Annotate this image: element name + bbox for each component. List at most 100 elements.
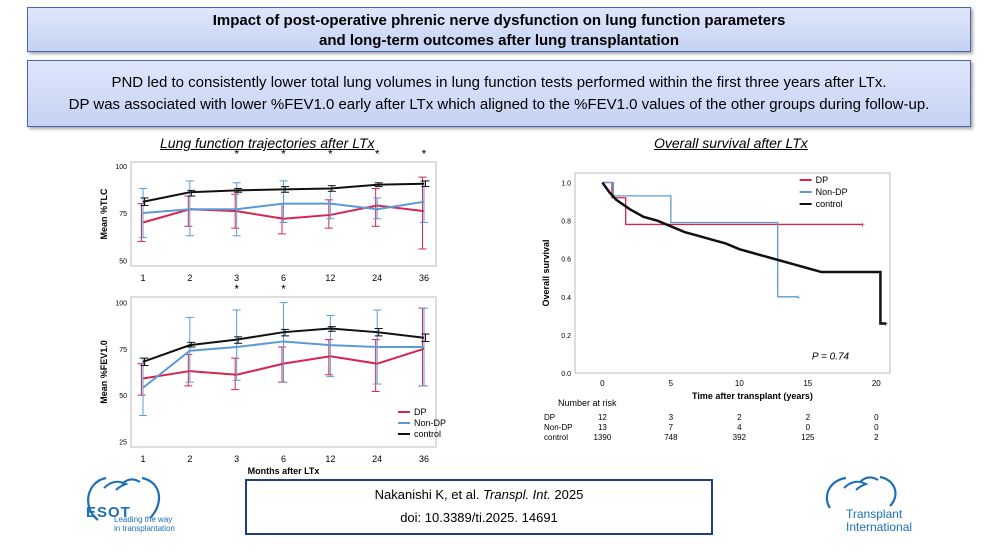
y-tick-label: 1.0 bbox=[561, 181, 571, 188]
citation-box: Nakanishi K, et al. Transpl. Int. 2025 d… bbox=[245, 479, 713, 535]
significance-marker: * bbox=[328, 147, 333, 161]
x-tick-label: 3 bbox=[234, 273, 239, 283]
y-axis-label: Mean %TLC bbox=[99, 188, 109, 240]
x-tick-label: 15 bbox=[803, 379, 812, 388]
significance-marker: * bbox=[375, 147, 380, 161]
y-axis-label: Overall survival bbox=[541, 239, 551, 306]
ti-name-line1: Transplant bbox=[846, 507, 903, 521]
x-tick-label: 20 bbox=[872, 379, 881, 388]
y-tick-label: 100 bbox=[115, 164, 127, 171]
summary-banner: PND led to consistently lower total lung… bbox=[27, 60, 971, 127]
y-tick-label: 0.4 bbox=[561, 295, 571, 302]
ti-logo-mark bbox=[825, 475, 897, 509]
plot-frame bbox=[130, 296, 437, 448]
risk-table-group: control bbox=[544, 433, 568, 442]
citation-text: Nakanishi K, et al. Transpl. Int. 2025 bbox=[247, 487, 711, 502]
survival-curve bbox=[602, 181, 799, 298]
x-tick-label: 6 bbox=[281, 273, 286, 283]
esot-tagline-line2: in transplantation bbox=[114, 524, 175, 533]
legend-label: Non-DP bbox=[816, 187, 848, 197]
risk-table-cell: 12 bbox=[598, 413, 607, 422]
y-tick-label: 50 bbox=[119, 258, 127, 265]
title-banner: Impact of post-operative phrenic nerve d… bbox=[27, 7, 971, 52]
risk-table-cell: 0 bbox=[874, 423, 879, 432]
citation-journal: Transpl. Int. bbox=[483, 487, 551, 502]
y-tick-label: 25 bbox=[119, 439, 127, 446]
legend-label: control bbox=[816, 199, 843, 209]
y-axis-label: Mean %FEV1.0 bbox=[99, 340, 109, 404]
series-line bbox=[142, 327, 425, 363]
esot-name: ESOT bbox=[86, 504, 131, 521]
risk-table-cell: 7 bbox=[669, 423, 674, 432]
plot-frame bbox=[574, 172, 891, 374]
risk-table-cell: 4 bbox=[737, 423, 742, 432]
risk-table-cell: 2 bbox=[737, 413, 742, 422]
y-tick-label: 75 bbox=[119, 347, 127, 354]
x-tick-label: 10 bbox=[735, 379, 744, 388]
x-tick-label: 2 bbox=[187, 273, 192, 283]
esot-logo: ESOT Leading the way in transplantation bbox=[84, 474, 194, 538]
risk-table-cell: 3 bbox=[669, 413, 674, 422]
x-axis-label: Months after LTx bbox=[248, 466, 320, 476]
y-tick-label: 0.8 bbox=[561, 219, 571, 226]
x-tick-label: 2 bbox=[187, 454, 192, 464]
x-tick-label: 5 bbox=[669, 379, 674, 388]
x-tick-label: 6 bbox=[281, 454, 286, 464]
summary-line-2: DP was associated with lower %FEV1.0 ear… bbox=[68, 96, 930, 113]
x-tick-label: 1 bbox=[140, 273, 145, 283]
risk-table-cell: 0 bbox=[874, 413, 879, 422]
significance-marker: * bbox=[234, 147, 239, 161]
plot-frame bbox=[130, 161, 437, 267]
citation-doi: doi: 10.3389/ti.2025. 14691 bbox=[400, 510, 558, 525]
x-tick-label: 36 bbox=[419, 273, 429, 283]
legend-label: Non-DP bbox=[414, 418, 446, 428]
x-tick-label: 0 bbox=[600, 379, 605, 388]
risk-table-cell: 392 bbox=[733, 433, 747, 442]
ti-name: Transplant International bbox=[846, 508, 912, 534]
citation-authors: Nakanishi K, et al. bbox=[374, 487, 480, 502]
ti-name-line2: International bbox=[846, 520, 913, 534]
series-line bbox=[142, 182, 425, 203]
risk-table-cell: 13 bbox=[598, 423, 607, 432]
risk-table-cell: 1390 bbox=[593, 433, 611, 442]
y-tick-label: 0.0 bbox=[561, 371, 571, 378]
x-tick-label: 12 bbox=[325, 273, 335, 283]
significance-marker: * bbox=[234, 282, 239, 296]
esot-tagline-line1: Leading the way bbox=[114, 515, 173, 524]
significance-marker: * bbox=[281, 147, 286, 161]
y-tick-label: 0.6 bbox=[561, 257, 571, 264]
significance-marker: * bbox=[422, 147, 427, 161]
esot-tagline: Leading the way in transplantation bbox=[114, 515, 175, 533]
survival-curve bbox=[601, 181, 886, 325]
significance-marker: * bbox=[281, 282, 286, 296]
legend-label: control bbox=[414, 429, 441, 439]
risk-table-cell: 748 bbox=[664, 433, 678, 442]
series-line bbox=[142, 340, 424, 389]
y-tick-label: 50 bbox=[119, 393, 127, 400]
citation-year: 2025 bbox=[554, 487, 584, 502]
x-tick-label: 12 bbox=[325, 454, 335, 464]
x-tick-label: 36 bbox=[419, 454, 429, 464]
risk-table-title: Number at risk bbox=[558, 398, 617, 408]
censor-mark: + bbox=[860, 220, 865, 229]
censor-mark: + bbox=[796, 293, 801, 302]
legend-label: DP bbox=[414, 407, 427, 417]
survival-panel-title: Overall survival after LTx bbox=[654, 135, 808, 151]
risk-table-cell: 0 bbox=[806, 423, 811, 432]
risk-table-cell: 2 bbox=[874, 433, 879, 442]
transplant-international-logo: Transplant International bbox=[820, 474, 950, 534]
legend-label: DP bbox=[816, 175, 829, 185]
y-tick-label: 0.2 bbox=[561, 333, 571, 340]
y-tick-label: 100 bbox=[115, 301, 127, 308]
x-tick-label: 24 bbox=[372, 273, 382, 283]
x-tick-label: 24 bbox=[372, 454, 382, 464]
censor-mark: + bbox=[884, 319, 889, 328]
title-line-2: and long-term outcomes after lung transp… bbox=[318, 32, 680, 49]
x-tick-label: 1 bbox=[140, 454, 145, 464]
x-axis-label: Time after transplant (years) bbox=[692, 391, 813, 401]
risk-table-group: Non-DP bbox=[544, 423, 572, 432]
y-tick-label: 75 bbox=[119, 211, 127, 218]
esot-logo-mark bbox=[87, 476, 160, 521]
